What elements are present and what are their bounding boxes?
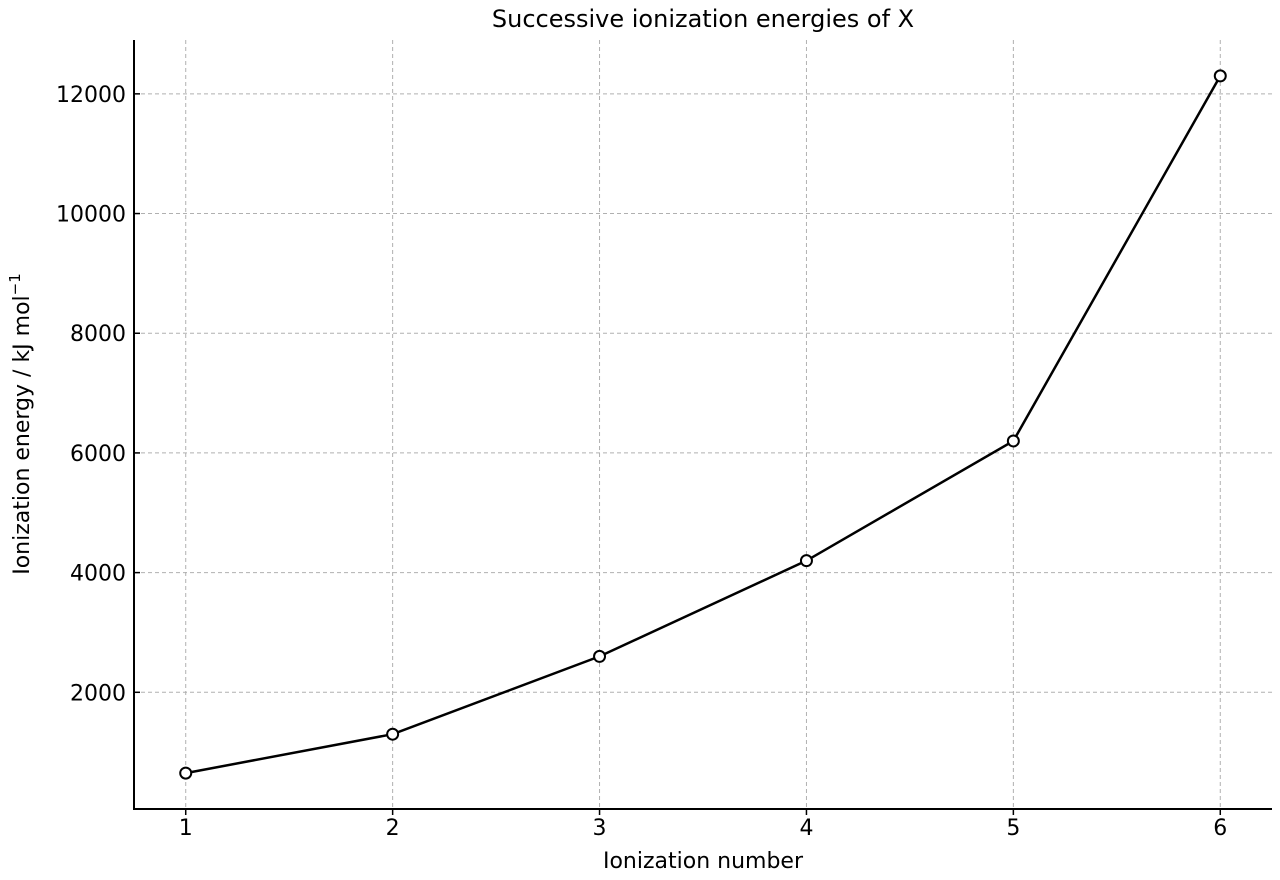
data-point <box>386 727 400 741</box>
axes <box>133 40 1272 810</box>
data-point <box>593 649 607 663</box>
chart-title: Successive ionization energies of X <box>492 5 914 33</box>
x-tick-label: 4 <box>799 816 813 841</box>
y-tick-label: 10000 <box>56 203 126 228</box>
y-tick-label: 6000 <box>70 442 126 467</box>
y-axis-label-exponent: −1 <box>6 273 24 295</box>
y-axis-label-text: Ionization energy / kJ mol <box>10 295 35 574</box>
y-tick-label: 8000 <box>70 322 126 347</box>
data-point <box>179 766 193 780</box>
series <box>179 69 1227 780</box>
grid <box>134 40 1272 809</box>
x-axis-label: Ionization number <box>603 849 804 874</box>
x-tick-label: 1 <box>179 816 193 841</box>
x-tick-label: 3 <box>593 816 607 841</box>
ticks: 1 2 3 4 5 6 2000 4000 6000 8000 10000 12000 <box>56 83 1227 841</box>
data-point <box>1213 69 1227 83</box>
x-tick-label: 5 <box>1006 816 1020 841</box>
y-tick-label: 4000 <box>70 562 126 587</box>
data-point <box>1006 434 1020 448</box>
x-tick-label: 6 <box>1213 816 1227 841</box>
data-point <box>799 554 813 568</box>
x-tick-label: 2 <box>386 816 400 841</box>
y-tick-label: 12000 <box>56 83 126 108</box>
y-axis-label: Ionization energy / kJ mol−1 <box>6 273 35 575</box>
series-line <box>185 75 1222 775</box>
y-tick-label: 2000 <box>70 681 126 706</box>
